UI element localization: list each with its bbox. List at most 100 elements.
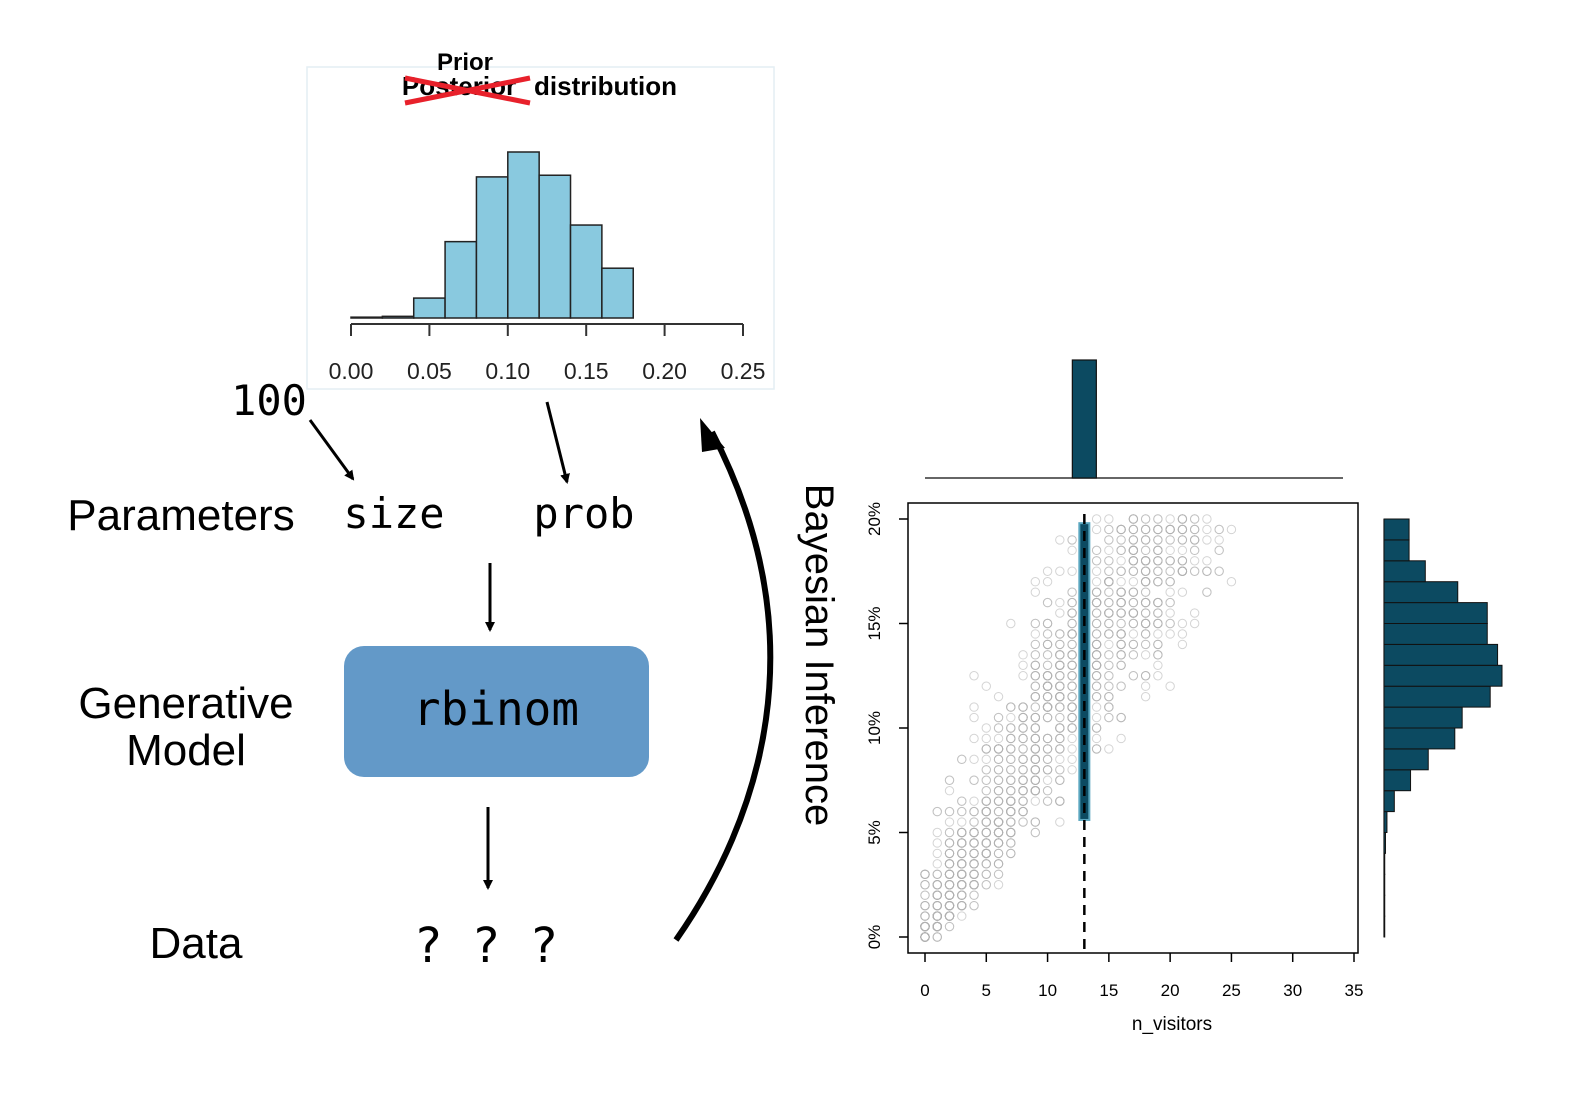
scatter-plot-frame bbox=[907, 502, 1359, 954]
scatter-point bbox=[1116, 608, 1126, 618]
bayesian-inference-label: Bayesian Inference bbox=[797, 484, 841, 826]
scatter-point bbox=[993, 817, 1004, 827]
scatter-point bbox=[1030, 723, 1041, 733]
scatter-point bbox=[1153, 639, 1163, 650]
scatter-point bbox=[1177, 556, 1188, 566]
scatter-point bbox=[957, 890, 967, 900]
scatter-point bbox=[1055, 650, 1065, 660]
right-marginal-bar bbox=[1383, 832, 1386, 854]
scatter-point bbox=[1153, 545, 1163, 556]
scatter-point bbox=[1067, 733, 1077, 744]
scatter-point bbox=[981, 806, 991, 817]
scatter-point bbox=[1177, 587, 1188, 597]
scatter-point bbox=[1042, 650, 1053, 660]
scatter-point bbox=[1202, 514, 1212, 524]
scatter-point bbox=[1116, 545, 1126, 556]
scatter-point bbox=[1140, 535, 1151, 545]
scatter-point bbox=[1226, 524, 1237, 535]
scatter-point bbox=[1030, 691, 1041, 702]
scatter-point bbox=[1042, 754, 1053, 765]
scatter-point bbox=[1030, 817, 1041, 827]
scatter-point bbox=[1030, 733, 1041, 744]
scatter-point bbox=[969, 796, 979, 806]
prior-bar bbox=[569, 224, 603, 319]
scatter-point bbox=[1018, 712, 1028, 723]
right-marginal-bar bbox=[1383, 769, 1412, 792]
scatter-point bbox=[1018, 786, 1028, 796]
scatter-point bbox=[1177, 618, 1188, 629]
scatter-point bbox=[969, 806, 979, 817]
scatter-point bbox=[1055, 660, 1065, 670]
scatter-point bbox=[1116, 733, 1126, 744]
scatter-point bbox=[993, 880, 1004, 890]
right-marginal-bar bbox=[1383, 581, 1459, 604]
scatter-point bbox=[969, 702, 979, 712]
scatter-point bbox=[1030, 775, 1041, 785]
scatter-point bbox=[1042, 577, 1053, 587]
scatter-point bbox=[932, 806, 942, 817]
scatter-point bbox=[1116, 639, 1126, 650]
scatter-point bbox=[944, 859, 955, 869]
scatter-x-tick-label: 15 bbox=[1099, 981, 1118, 1000]
scatter-point bbox=[981, 765, 991, 775]
scatter-point bbox=[993, 744, 1004, 754]
scatter-point bbox=[1006, 723, 1016, 733]
scatter-point bbox=[1153, 535, 1163, 545]
scatter-point bbox=[1067, 597, 1077, 608]
scatter-point bbox=[920, 890, 930, 900]
scatter-panel: 0 5 10 15 20 25 30 35 0% 5% 10% 15% 20% n_visitors bbox=[865, 359, 1503, 1035]
right-marginal-bar bbox=[1383, 560, 1426, 583]
scatter-point bbox=[1116, 524, 1126, 535]
scatter-point bbox=[1006, 838, 1016, 848]
scatter-point bbox=[920, 932, 930, 942]
scatter-point bbox=[1067, 629, 1077, 639]
scatter-point bbox=[1140, 514, 1151, 524]
scatter-point bbox=[1091, 545, 1102, 556]
rbinom-label: rbinom bbox=[413, 682, 579, 736]
right-marginal-bar bbox=[1383, 539, 1410, 562]
right-marginal-bar bbox=[1383, 915, 1386, 938]
scatter-point bbox=[993, 869, 1004, 879]
scatter-point bbox=[1104, 629, 1114, 639]
scatter-point bbox=[1116, 556, 1126, 566]
scatter-point bbox=[1091, 744, 1102, 754]
scatter-point bbox=[981, 848, 991, 859]
right-marginal-bar bbox=[1383, 602, 1488, 624]
scatter-point bbox=[981, 817, 991, 827]
scatter-point bbox=[1116, 712, 1126, 723]
scatter-point bbox=[981, 733, 991, 744]
scatter-point bbox=[1055, 691, 1065, 702]
scatter-point bbox=[1140, 587, 1151, 597]
scatter-point bbox=[1030, 754, 1041, 765]
prior-bars bbox=[350, 151, 634, 319]
scatter-point bbox=[1030, 639, 1041, 650]
scatter-point bbox=[1104, 712, 1114, 723]
scatter-point bbox=[981, 838, 991, 848]
scatter-y-tick-label: 5% bbox=[865, 820, 884, 845]
scatter-point bbox=[1104, 681, 1114, 691]
scatter-point bbox=[969, 754, 979, 765]
scatter-point bbox=[1214, 535, 1224, 545]
scatter-point bbox=[1067, 691, 1077, 702]
scatter-point bbox=[969, 733, 979, 744]
scatter-point bbox=[932, 880, 942, 890]
scatter-point bbox=[1091, 556, 1102, 566]
scatter-point bbox=[1140, 608, 1151, 618]
scatter-point bbox=[1165, 524, 1175, 535]
prior-bar bbox=[412, 297, 446, 319]
scatter-point bbox=[1104, 597, 1114, 608]
scatter-point bbox=[1006, 754, 1016, 765]
scatter-point bbox=[1140, 671, 1151, 681]
scatter-point bbox=[1030, 702, 1041, 712]
right-marginal-bar bbox=[1383, 748, 1429, 771]
scatter-point bbox=[944, 838, 955, 848]
scatter-axes: 0 5 10 15 20 25 30 35 0% 5% 10% 15% 20% bbox=[865, 502, 1363, 1000]
scatter-point bbox=[1042, 681, 1053, 691]
scatter-point bbox=[1042, 786, 1053, 796]
scatter-points bbox=[920, 514, 1237, 942]
scatter-y-tick-label: 0% bbox=[865, 925, 884, 950]
scatter-point bbox=[1067, 618, 1077, 629]
scatter-point bbox=[944, 848, 955, 859]
scatter-point bbox=[932, 848, 942, 859]
scatter-point bbox=[1030, 786, 1041, 796]
